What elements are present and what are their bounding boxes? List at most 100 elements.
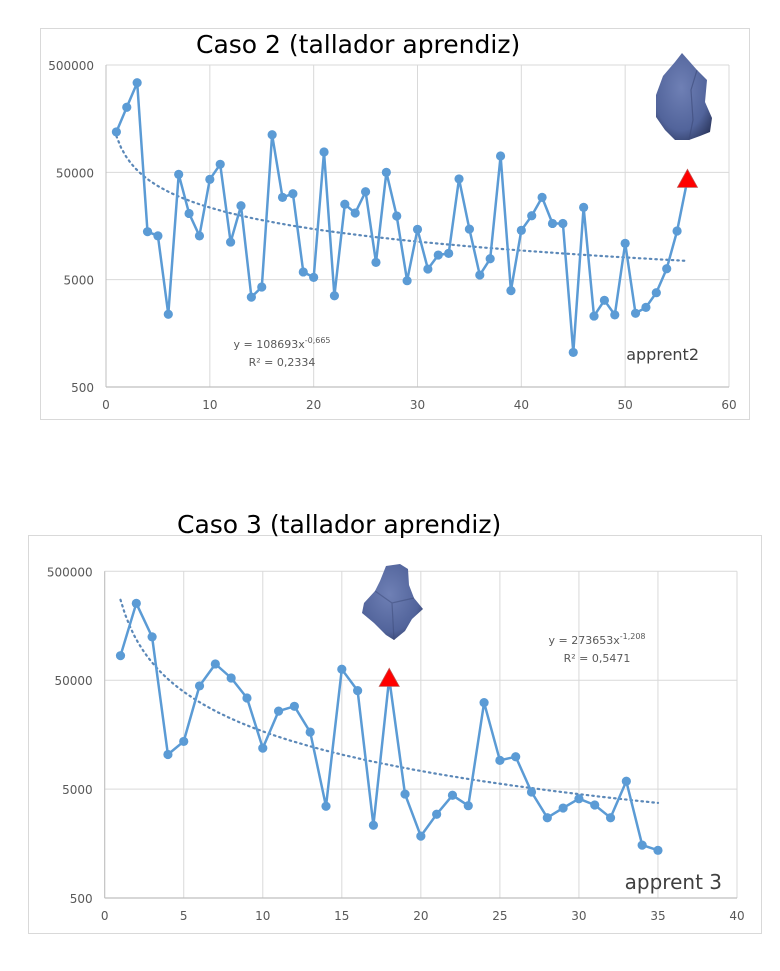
data-point: [432, 809, 442, 819]
data-point: [416, 831, 426, 841]
series-label: apprent 3: [625, 870, 722, 894]
data-point: [368, 820, 379, 830]
data-point: [447, 790, 458, 800]
trendline-r-squared: R² = 0,2334: [249, 356, 316, 369]
data-point: [179, 736, 189, 747]
chart-frame: [40, 28, 750, 420]
data-point: [273, 706, 284, 716]
x-tick-label: 0: [101, 909, 109, 923]
data-point: [267, 130, 277, 140]
data-point: [412, 224, 423, 234]
trendline-equation: y = 273653x-1,208: [548, 632, 645, 647]
data-point: [454, 174, 464, 184]
data-point: [194, 681, 205, 691]
y-tick-label: 5000: [62, 783, 93, 797]
chart-title: Caso 2 (tallador aprendiz): [196, 30, 521, 59]
x-tick-label: 35: [650, 909, 665, 923]
data-point: [184, 208, 194, 219]
data-point: [599, 295, 610, 305]
power-trendline: [119, 598, 660, 804]
data-point: [495, 151, 506, 161]
y-tick-label: 50000: [55, 674, 93, 688]
tick-labels: 0 10 20 30 40 50 60 500 5000 50000 500000: [48, 59, 736, 412]
data-point: [258, 743, 268, 753]
data-point: [257, 282, 267, 292]
x-tick-label: 10: [255, 909, 270, 923]
highlight-triangle-marker: [676, 168, 699, 188]
x-tick-label: 40: [514, 398, 529, 412]
x-tick-label: 5: [180, 909, 188, 923]
data-point: [215, 159, 225, 169]
data-point: [305, 727, 315, 737]
tick-labels: 0 5 10 15 20 25 30 35 40 500 5000 50000 500000: [47, 565, 745, 923]
x-tick-label: 15: [334, 909, 349, 923]
data-point: [226, 673, 236, 683]
data-point: [574, 794, 584, 804]
data-point: [246, 292, 256, 302]
data-point: [558, 803, 568, 813]
data-point: [590, 800, 600, 810]
x-tick-label: 25: [492, 909, 507, 923]
highlight-triangle-marker: [378, 667, 400, 687]
data-point: [350, 208, 360, 218]
y-tick-label: 5000: [63, 274, 94, 288]
data-point: [147, 632, 157, 642]
data-point: [360, 187, 371, 197]
data-point: [400, 789, 410, 799]
data-point: [163, 309, 173, 319]
data-point: [277, 192, 288, 203]
data-point: [381, 167, 391, 177]
data-point: [115, 651, 126, 661]
data-point: [205, 174, 215, 184]
y-tick-label: 500000: [47, 565, 93, 579]
data-point: [589, 311, 599, 321]
data-point: [298, 267, 308, 277]
data-point: [353, 686, 363, 696]
x-tick-label: 30: [571, 909, 586, 923]
data-point: [542, 813, 552, 823]
data-markers: [111, 78, 682, 358]
data-point: [111, 127, 121, 137]
data-point: [392, 211, 402, 221]
series-label: apprent2: [626, 345, 699, 364]
lithic-artifact-image: [656, 53, 712, 141]
data-point: [653, 845, 663, 855]
data-point: [236, 201, 246, 211]
data-point: [210, 659, 220, 669]
data-point: [174, 169, 184, 179]
data-point: [433, 250, 443, 260]
data-point: [194, 231, 205, 241]
data-point: [288, 189, 298, 199]
data-point: [605, 813, 616, 823]
data-point: [547, 218, 558, 229]
x-tick-label: 30: [410, 398, 425, 412]
x-tick-label: 60: [721, 398, 736, 412]
data-point: [527, 211, 537, 221]
data-point: [153, 231, 163, 241]
data-point: [620, 238, 630, 248]
data-point: [226, 237, 236, 247]
data-point: [506, 286, 516, 296]
data-point: [537, 192, 547, 203]
trendline-r-squared: R² = 0,5471: [564, 652, 631, 665]
data-point: [122, 102, 132, 112]
data-point: [621, 776, 631, 786]
data-point: [444, 248, 454, 258]
data-point: [321, 801, 331, 811]
data-point: [637, 840, 647, 850]
data-markers: [115, 598, 663, 855]
data-point: [337, 664, 347, 674]
x-tick-label: 50: [618, 398, 633, 412]
data-point: [464, 224, 475, 234]
data-point: [423, 264, 433, 274]
y-tick-label: 50000: [56, 166, 94, 180]
data-point: [495, 755, 505, 765]
x-tick-label: 10: [202, 398, 217, 412]
data-point: [132, 78, 142, 88]
data-point: [371, 257, 381, 268]
x-tick-label: 0: [102, 398, 110, 412]
data-point: [672, 226, 682, 236]
data-point: [516, 225, 526, 235]
data-point: [526, 787, 537, 797]
